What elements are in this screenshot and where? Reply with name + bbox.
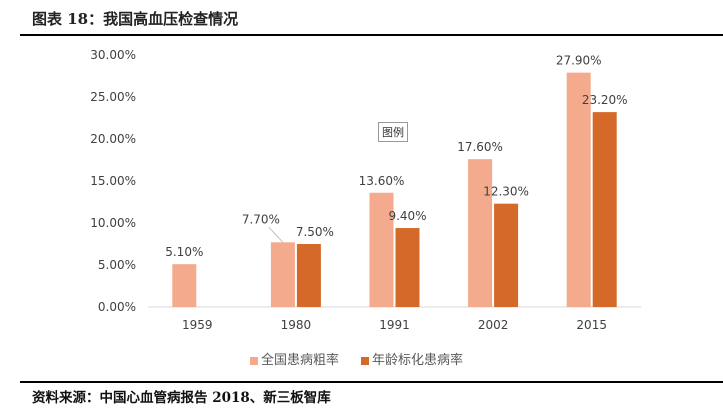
- x-tick-label: 1959: [182, 318, 213, 332]
- data-label: 7.50%: [296, 225, 334, 239]
- data-label: 12.30%: [483, 185, 529, 199]
- bar-2002-series-0: [468, 159, 493, 307]
- bar-2002-series-1: [494, 203, 519, 307]
- legend-label: 全国患病粗率: [261, 353, 340, 368]
- y-tick-label: 5.00%: [98, 258, 136, 272]
- bar-1991-series-0: [369, 192, 394, 307]
- data-label: 7.70%: [242, 212, 280, 226]
- leader-line: [268, 226, 284, 243]
- legend-item-series-1[interactable]: 年龄标化患病率: [361, 349, 463, 368]
- data-label: 27.90%: [556, 54, 602, 68]
- y-tick-label: 15.00%: [90, 174, 136, 188]
- y-tick-label: 10.00%: [90, 216, 136, 230]
- bar-2015-series-0: [566, 72, 591, 307]
- legend-swatch: [361, 356, 370, 365]
- y-tick-label: 20.00%: [90, 132, 136, 146]
- legend-annotation: 图例: [378, 122, 408, 142]
- y-tick-label: 30.00%: [90, 48, 136, 62]
- legend-swatch: [250, 356, 258, 365]
- bar-1959-series-0: [172, 264, 197, 307]
- chart-title: 图表 18：我国高血压检查情况: [32, 10, 239, 28]
- footer-divider: [20, 381, 723, 383]
- data-label: 13.60%: [359, 174, 405, 188]
- bar-2015-series-1: [592, 112, 617, 308]
- y-tick-label: 0.00%: [98, 300, 136, 314]
- data-label: 17.60%: [457, 140, 503, 154]
- x-tick-label: 1991: [379, 318, 410, 332]
- data-label: 9.40%: [388, 209, 426, 223]
- bar-1980-series-1: [296, 244, 321, 307]
- x-tick-label: 1980: [281, 318, 312, 332]
- source-note: 资料来源：中国心血管病报告 2018、新三板智库: [32, 390, 331, 406]
- legend: 全国患病粗率 年龄标化患病率: [250, 349, 463, 368]
- x-tick-label: 2015: [576, 318, 607, 332]
- legend-label: 年龄标化患病率: [372, 353, 464, 368]
- data-label: 5.10%: [165, 245, 203, 259]
- bar-1980-series-0: [270, 242, 295, 307]
- bar-1991-series-1: [395, 228, 420, 307]
- legend-item-series-0[interactable]: 全国患病粗率: [250, 349, 339, 368]
- x-tick-label: 2002: [478, 318, 509, 332]
- title-divider: [20, 34, 723, 36]
- y-tick-label: 25.00%: [90, 90, 136, 104]
- data-label: 23.20%: [582, 93, 628, 107]
